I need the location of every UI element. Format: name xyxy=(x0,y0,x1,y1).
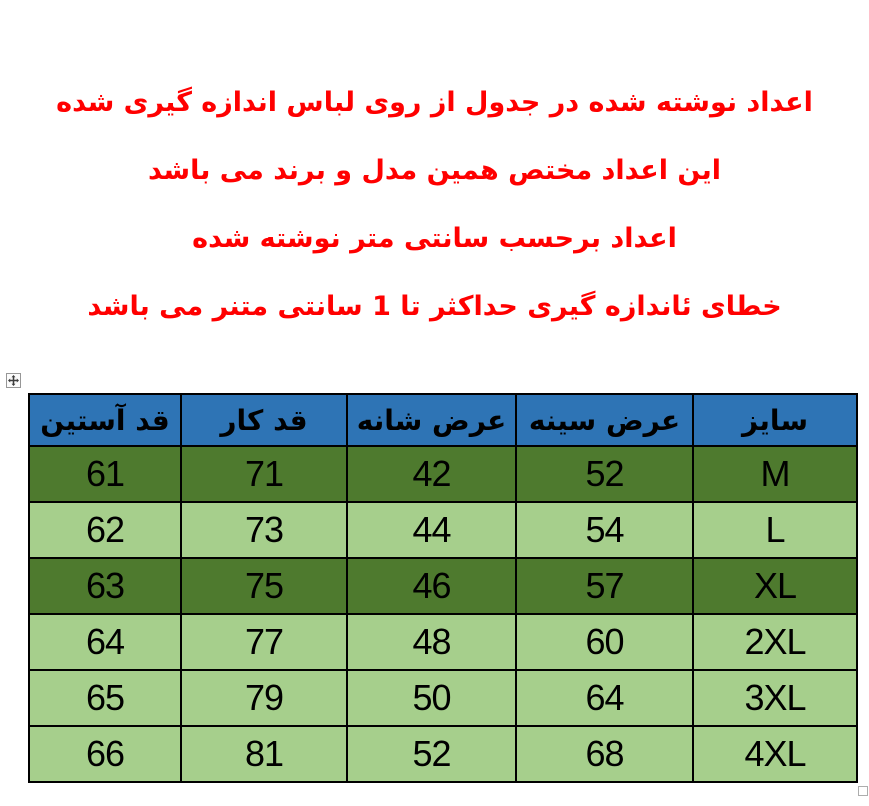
table-move-handle[interactable] xyxy=(6,373,21,388)
cell-size: 3XL xyxy=(692,669,858,727)
header-cell-sleeve: قد آستین xyxy=(28,393,182,447)
header-cell-shoulder: عرض شانه xyxy=(346,393,517,447)
cell-chest: 68 xyxy=(515,725,694,783)
notice-line-1: اعداد نوشته شده در جدول از روی لباس اندا… xyxy=(56,87,813,118)
table-row-2xl: 2XL 60 48 77 64 xyxy=(28,613,858,671)
cell-length: 79 xyxy=(180,669,348,727)
cell-chest: 54 xyxy=(515,501,694,559)
size-chart-table: سایز عرض سینه عرض شانه قد کار قد آستین M… xyxy=(28,393,858,783)
table-row-m: M 52 42 71 61 xyxy=(28,445,858,503)
cell-chest: 57 xyxy=(515,557,694,615)
cell-sleeve: 61 xyxy=(28,445,182,503)
cell-shoulder: 48 xyxy=(346,613,517,671)
cell-size: M xyxy=(692,445,858,503)
cell-size: 2XL xyxy=(692,613,858,671)
cell-chest: 52 xyxy=(515,445,694,503)
cell-chest: 64 xyxy=(515,669,694,727)
notice-line-3: اعداد برحسب سانتی متر نوشته شده xyxy=(192,223,677,254)
cell-length: 81 xyxy=(180,725,348,783)
cell-length: 77 xyxy=(180,613,348,671)
cell-shoulder: 52 xyxy=(346,725,517,783)
cell-length: 73 xyxy=(180,501,348,559)
table-resize-handle[interactable] xyxy=(858,786,868,796)
cell-chest: 60 xyxy=(515,613,694,671)
table-row-4xl: 4XL 68 52 81 66 xyxy=(28,725,858,783)
size-table-header-row: سایز عرض سینه عرض شانه قد کار قد آستین xyxy=(28,393,858,447)
cell-sleeve: 64 xyxy=(28,613,182,671)
cell-size: XL xyxy=(692,557,858,615)
table-row-3xl: 3XL 64 50 79 65 xyxy=(28,669,858,727)
cell-sleeve: 63 xyxy=(28,557,182,615)
header-cell-chest: عرض سینه xyxy=(515,393,694,447)
notice-line-2: این اعداد مختص همین مدل و برند می باشد xyxy=(147,155,722,186)
table-row-xl: XL 57 46 75 63 xyxy=(28,557,858,615)
cell-sleeve: 62 xyxy=(28,501,182,559)
cell-length: 75 xyxy=(180,557,348,615)
header-cell-size: سایز xyxy=(692,393,858,447)
cell-sleeve: 66 xyxy=(28,725,182,783)
cell-size: 4XL xyxy=(692,725,858,783)
notice-line-4: خطای ئاندازه گیری حداکثر تا 1 سانتی متنر… xyxy=(87,291,782,322)
cell-shoulder: 50 xyxy=(346,669,517,727)
measurement-notice: اعداد نوشته شده در جدول از روی لباس اندا… xyxy=(0,69,869,341)
cell-length: 71 xyxy=(180,445,348,503)
cell-shoulder: 42 xyxy=(346,445,517,503)
cell-shoulder: 44 xyxy=(346,501,517,559)
cell-sleeve: 65 xyxy=(28,669,182,727)
cell-size: L xyxy=(692,501,858,559)
header-cell-length: قد کار xyxy=(180,393,348,447)
move-arrows-icon xyxy=(8,375,19,386)
cell-shoulder: 46 xyxy=(346,557,517,615)
table-row-l: L 54 44 73 62 xyxy=(28,501,858,559)
